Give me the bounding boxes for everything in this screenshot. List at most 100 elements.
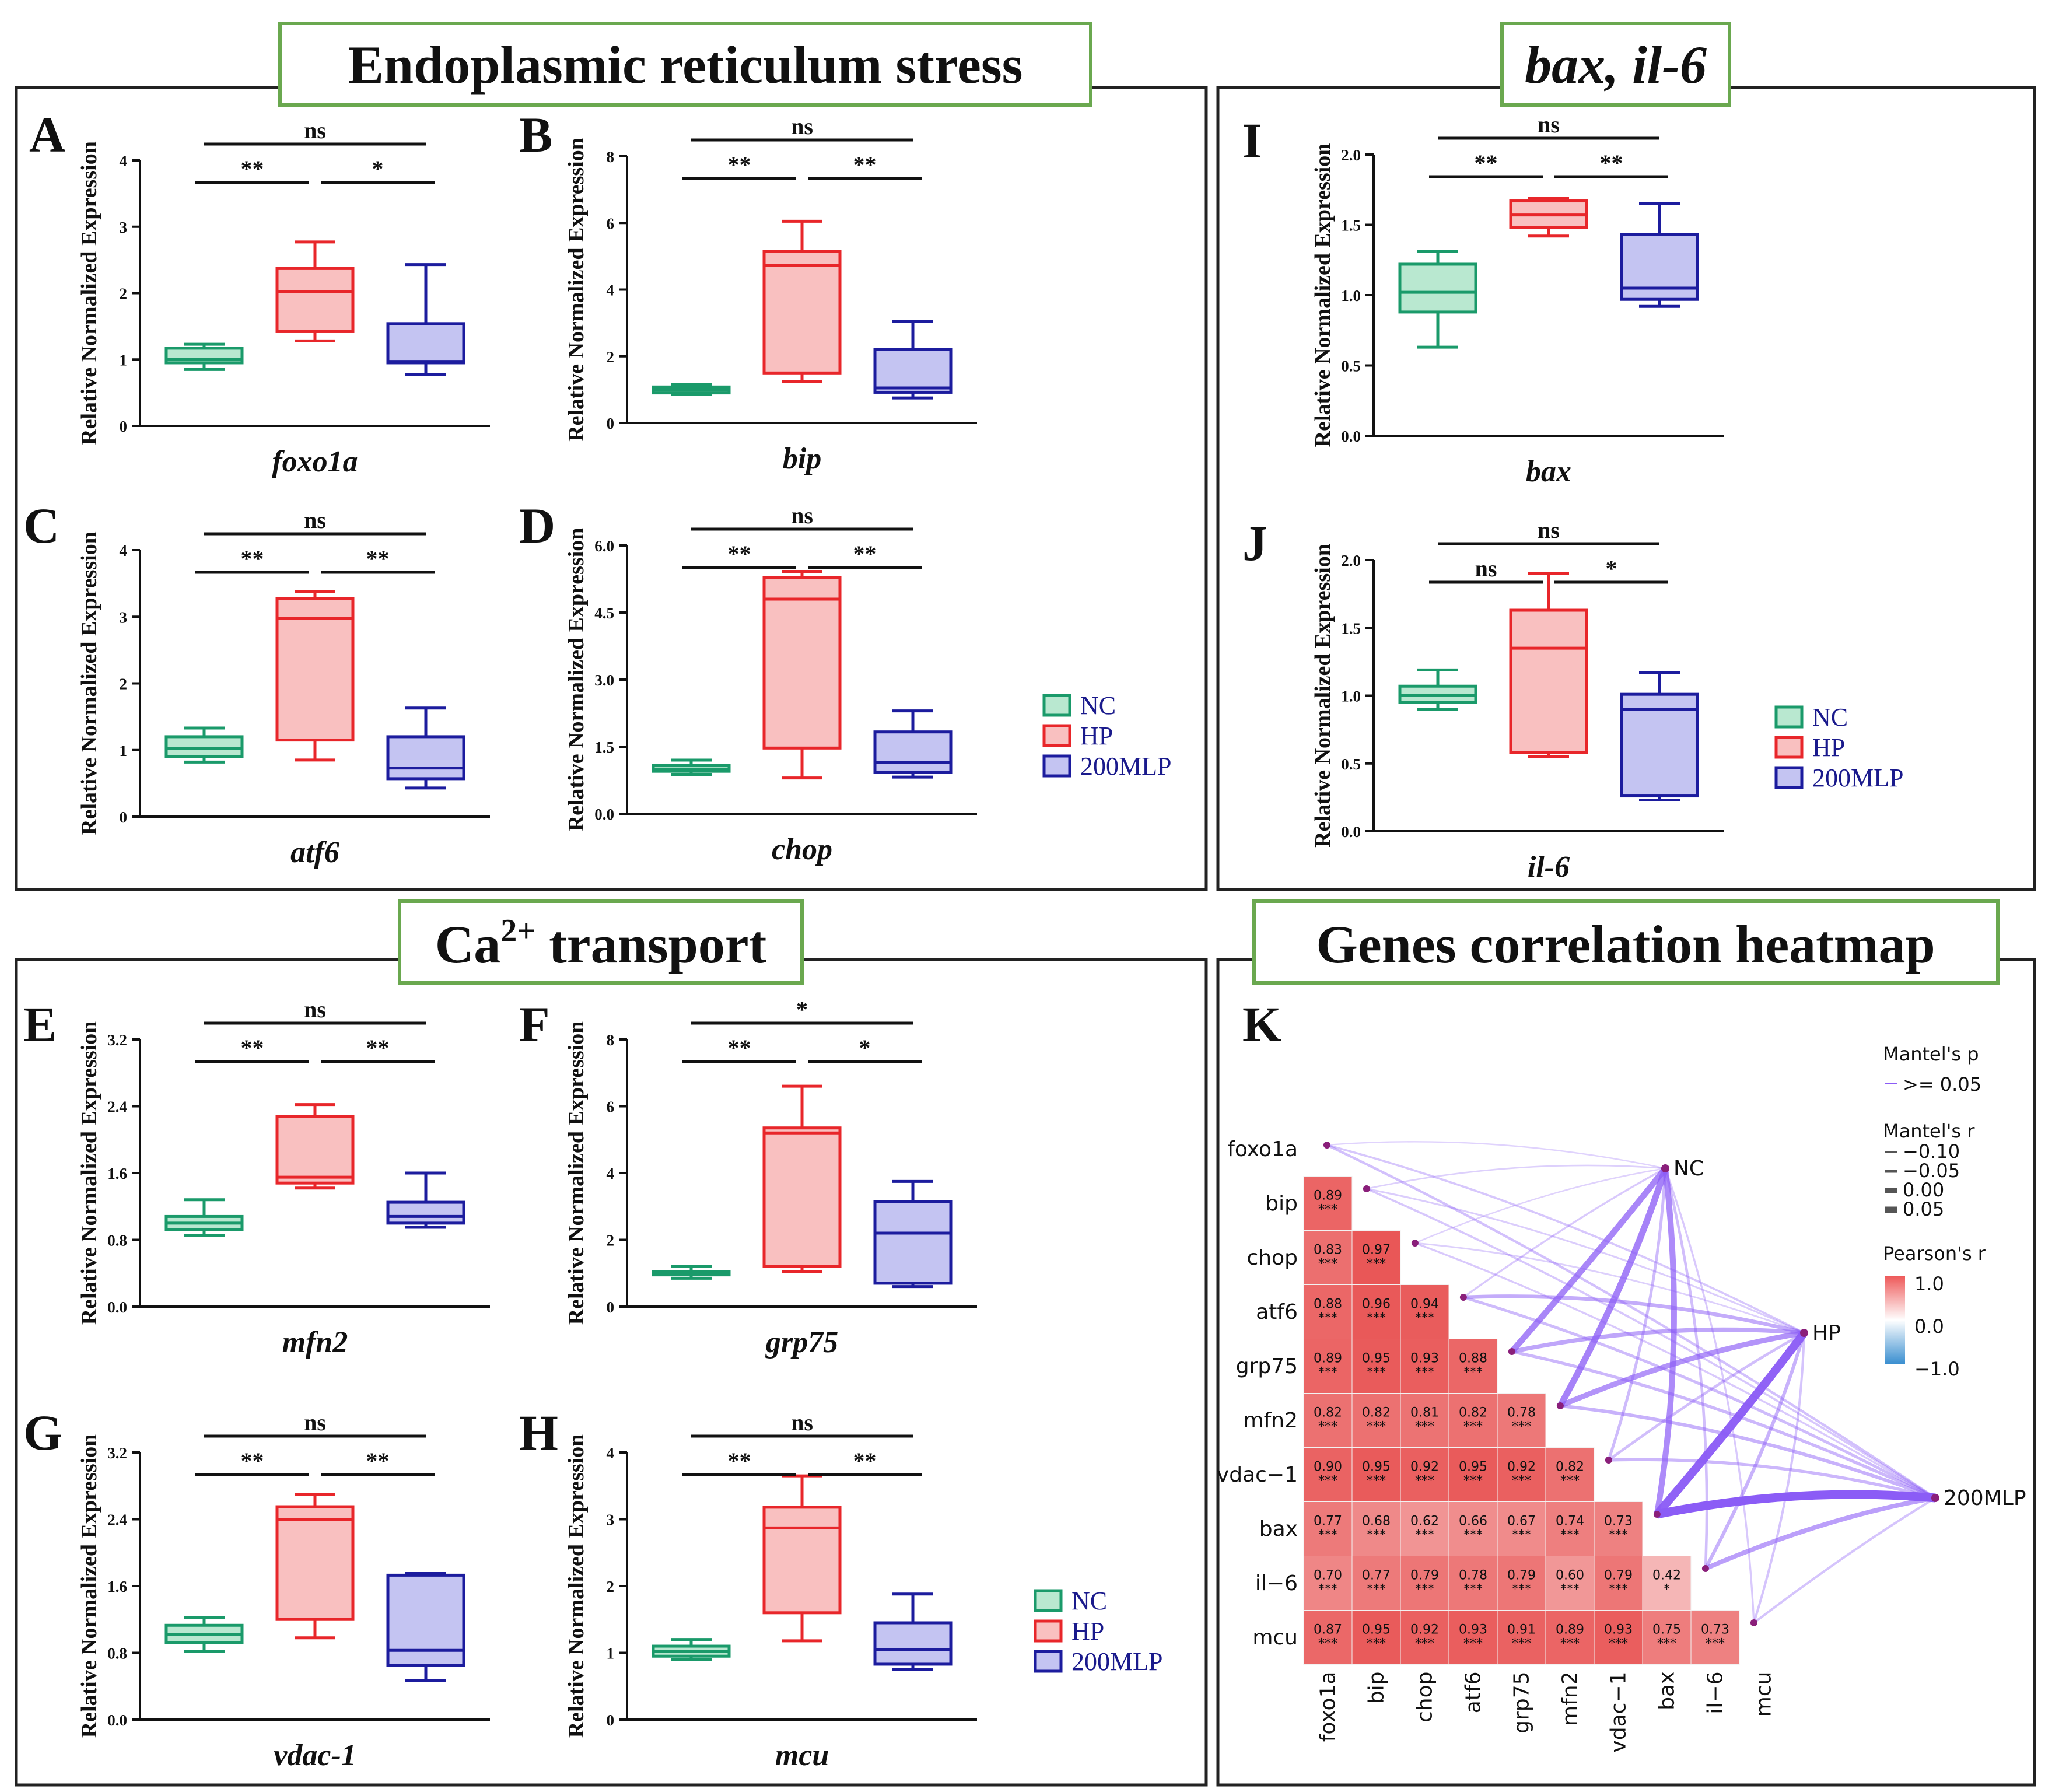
panel-G: G 0.0 0.8 1.6 2.4 3.2 Relative Normalized Expr… [23, 1405, 490, 1772]
heatmap-cell-value: 0.73 [1701, 1623, 1729, 1637]
box-NC [1398, 668, 1477, 711]
heatmap-cell-value: 0.92 [1410, 1460, 1439, 1475]
mantel-link [1656, 1490, 1936, 1519]
heatmap-cell: 0.95*** [1351, 1447, 1401, 1502]
mantel-link [1414, 1242, 1936, 1499]
heatmap-cell-value: 0.79 [1604, 1569, 1633, 1583]
y-tick-label: 2 [120, 285, 128, 303]
legend-swatch [1042, 724, 1071, 747]
mantel-link [1509, 1166, 1668, 1354]
heatmap-cell-stars: *** [1415, 1311, 1434, 1326]
heatmap-cell-stars: *** [1367, 1257, 1386, 1272]
heatmap-cell: 0.88*** [1303, 1284, 1353, 1339]
heatmap-cell: 0.89*** [1545, 1610, 1595, 1665]
y-tick-label: 0.0 [107, 1298, 127, 1316]
box-iqr [762, 576, 842, 750]
box-iqr [386, 322, 465, 365]
heatmap-cell-fill [1400, 1556, 1449, 1611]
heatmap-cell-stars: *** [1415, 1420, 1434, 1434]
heatmap-cell: 0.92*** [1400, 1447, 1449, 1502]
heatmap-row-label: bip [1265, 1192, 1298, 1216]
y-tick-label: 0.8 [107, 1645, 127, 1662]
heatmap-cell-fill [1497, 1502, 1546, 1556]
heatmap-cell-value: 0.75 [1652, 1623, 1681, 1637]
heatmap-cell-stars: *** [1609, 1583, 1628, 1597]
y-tick-label: 2 [607, 1578, 615, 1595]
bax-title-box: bax, il-6 [1500, 22, 1731, 107]
y-tick-label: 2 [607, 348, 615, 366]
box-iqr [275, 597, 355, 742]
heatmap-cell-value: 0.82 [1459, 1406, 1487, 1420]
heatmap-cell: 0.79*** [1400, 1556, 1449, 1611]
heatmap-cell: 0.90*** [1303, 1447, 1353, 1502]
legend-swatch [1034, 1589, 1063, 1612]
panel-E: E 0.0 0.8 1.6 2.4 3.2 Relative Normalized Expr… [23, 996, 490, 1359]
legend-label: HP [1812, 733, 1845, 762]
box-iqr [275, 267, 355, 333]
panel-label-C: C [23, 498, 59, 554]
box-NC [164, 342, 244, 371]
gene-node [1323, 1142, 1330, 1149]
legend-label: NC [1071, 1587, 1107, 1615]
heatmap-cell: 0.81*** [1400, 1393, 1449, 1448]
heatmap-cell: 0.79*** [1497, 1556, 1546, 1611]
box-200MLP [386, 706, 465, 790]
panel-label-J: J [1242, 515, 1267, 571]
heatmap-cell-stars: *** [1657, 1637, 1676, 1651]
heatmap-cell: 0.82*** [1303, 1393, 1353, 1448]
y-tick-label: 0 [120, 418, 128, 435]
box-NC [652, 383, 731, 396]
heatmap-cell-value: 0.70 [1314, 1569, 1342, 1583]
y-tick-label: 1.0 [1341, 287, 1361, 304]
x-axis-label: atf6 [290, 836, 339, 869]
x-axis-label: mfn2 [282, 1326, 348, 1359]
pearson-tick: 0.0 [1914, 1315, 1944, 1338]
y-tick-label: 6 [607, 1098, 615, 1116]
mantel-link [1664, 1168, 1755, 1623]
mantel-r-item: 0.00 [1903, 1179, 1944, 1201]
y-tick-label: 3.2 [107, 1031, 127, 1049]
significance-label: ** [728, 152, 751, 178]
heatmap-cell-stars: *** [1367, 1474, 1386, 1489]
heatmap-cell-fill [1448, 1339, 1498, 1394]
heatmap-cell-value: 0.95 [1362, 1460, 1391, 1475]
er-title: Endoplasmic reticulum stress [348, 35, 1023, 94]
y-tick-label: 0.5 [1341, 755, 1361, 773]
heatmap-cell: 0.75*** [1642, 1610, 1692, 1665]
box-iqr [275, 1115, 355, 1185]
heatmap-cell-value: 0.94 [1410, 1297, 1439, 1312]
box-iqr [386, 1200, 465, 1225]
heatmap-cell: 0.42* [1642, 1556, 1692, 1611]
ca-title-rest: transport [535, 915, 766, 974]
y-tick-label: 0 [607, 1712, 615, 1729]
significance-label: ns [1538, 111, 1560, 138]
heatmap-cell-fill [1642, 1610, 1692, 1665]
heatmap-cell-fill [1594, 1556, 1643, 1611]
heatmap-cell: 0.77*** [1351, 1556, 1401, 1611]
heatmap-cell-fill [1594, 1610, 1643, 1665]
heatmap-cell: 0.97*** [1351, 1230, 1401, 1285]
heatmap-cell-stars: *** [1463, 1528, 1483, 1543]
heatmap-cell: 0.91*** [1497, 1610, 1546, 1665]
gene-node [1750, 1619, 1757, 1626]
x-axis-label: grp75 [765, 1326, 838, 1359]
box-NC [652, 1265, 731, 1280]
box-HP [275, 1103, 355, 1190]
box-iqr [1620, 692, 1699, 798]
mantel-r-item: −0.05 [1903, 1160, 1960, 1182]
mantel-link [1654, 1168, 1677, 1515]
box-iqr [386, 1573, 465, 1667]
heatmap-cell-value: 0.89 [1314, 1352, 1342, 1366]
significance-label: ns [304, 507, 326, 533]
legend-label: 200MLP [1080, 752, 1171, 780]
group-node [1800, 1329, 1808, 1337]
panel-label-F: F [519, 996, 550, 1052]
significance-label: ** [241, 1448, 264, 1474]
heatmap-cell: 0.92*** [1400, 1610, 1449, 1665]
box-iqr [873, 1200, 953, 1285]
heatmap-cell-fill [1303, 1176, 1353, 1231]
mantel-r-item: 0.05 [1903, 1198, 1944, 1220]
heatmap-cell: 0.77*** [1303, 1502, 1353, 1556]
significance-label: ** [366, 1035, 390, 1061]
box-200MLP [873, 1592, 953, 1671]
